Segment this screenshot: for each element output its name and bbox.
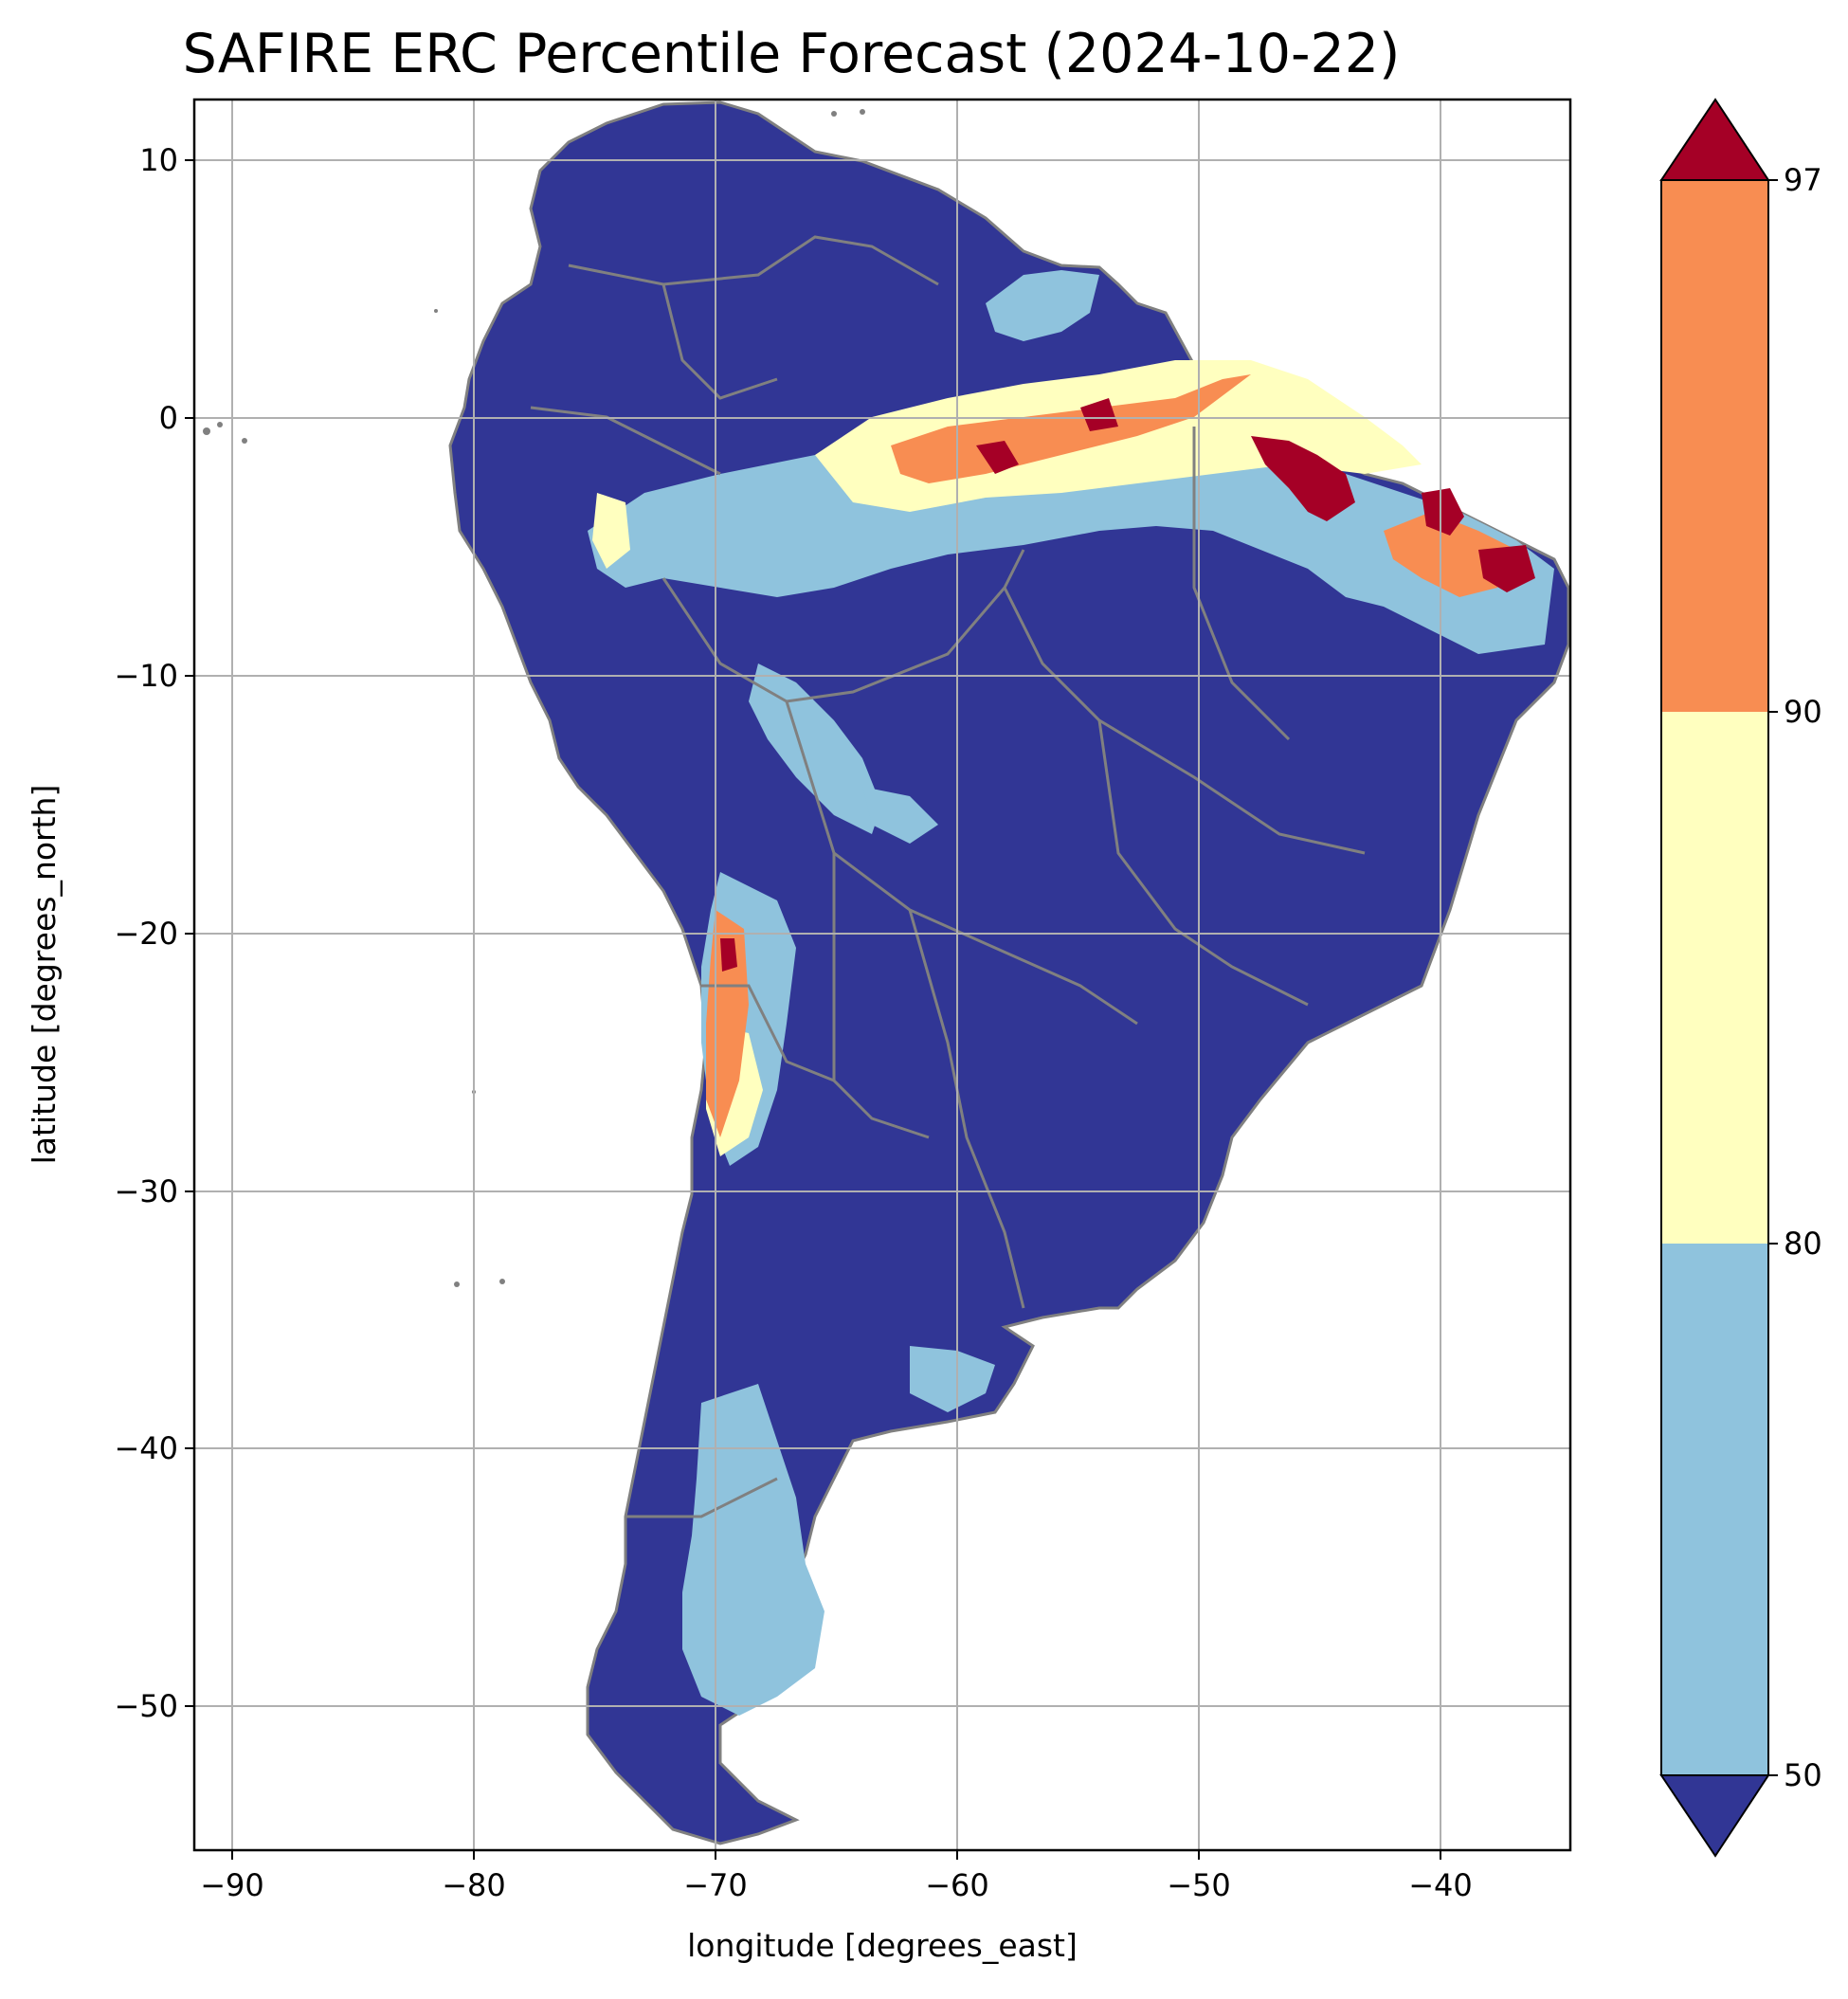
gridlines bbox=[194, 100, 1570, 1850]
zone-above-97-chile bbox=[720, 938, 737, 972]
zone-50-80-bolivia-east bbox=[862, 787, 938, 844]
plot-frame bbox=[192, 98, 1572, 1852]
y-tick-label: −20 bbox=[114, 916, 178, 952]
islands bbox=[203, 109, 865, 1287]
map-layer bbox=[203, 100, 1570, 1845]
colorbar-segment-90-97 bbox=[1661, 180, 1768, 712]
x-tick-label: −50 bbox=[1167, 1867, 1231, 1903]
colorbar-frame bbox=[1660, 179, 1769, 1776]
internal-borders bbox=[530, 235, 1366, 1518]
colorbar-extend-bottom bbox=[1659, 1774, 1770, 1858]
zone-50-80-pampas bbox=[910, 1346, 995, 1412]
x-tick-label: −60 bbox=[925, 1867, 989, 1903]
y-tick-label: −40 bbox=[114, 1430, 178, 1466]
zone-90-97-north bbox=[891, 374, 1251, 483]
zone-above-97-amazon bbox=[976, 398, 1118, 474]
x-tick-label: −40 bbox=[1408, 1867, 1473, 1903]
zone-above-97-east bbox=[1422, 488, 1464, 536]
y-tick-label: −10 bbox=[114, 658, 178, 694]
zone-50-80-guiana bbox=[986, 270, 1099, 341]
zone-above-97-northeast bbox=[1251, 436, 1355, 521]
colorbar-tick-label: 90 bbox=[1784, 694, 1822, 730]
chart-title: SAFIRE ERC Percentile Forecast (2024-10-… bbox=[182, 23, 1401, 85]
colorbar-segment-50-80 bbox=[1661, 1244, 1768, 1775]
zone-90-97-chile bbox=[706, 910, 749, 1137]
zone-80-90-west bbox=[592, 493, 630, 569]
x-axis-label: longitude [degrees_east] bbox=[687, 1927, 1078, 1964]
colorbar-extend-top bbox=[1659, 98, 1770, 181]
x-tick-marks bbox=[231, 1850, 1441, 1860]
zone-50-80-patagonia bbox=[682, 1384, 824, 1716]
zone-50-80-bolivia bbox=[749, 663, 881, 834]
colorbar-segment-80-90 bbox=[1661, 712, 1768, 1244]
colorbar-tick-label: 80 bbox=[1784, 1226, 1822, 1262]
y-tick-label: −50 bbox=[114, 1688, 178, 1724]
colorbar-tick-label: 97 bbox=[1784, 162, 1822, 198]
x-tick-label: −90 bbox=[200, 1867, 264, 1903]
colorbar: 97 90 80 50 bbox=[1659, 98, 1822, 1858]
x-tick-label: −70 bbox=[683, 1867, 748, 1903]
zone-above-97-tip bbox=[1478, 545, 1535, 592]
x-tick-label: −80 bbox=[442, 1867, 506, 1903]
y-tick-marks bbox=[185, 159, 194, 1707]
y-tick-label: −30 bbox=[114, 1173, 178, 1209]
y-tick-label: 0 bbox=[159, 400, 178, 436]
y-axis-label: latitude [degrees_north] bbox=[26, 785, 63, 1165]
colorbar-tick-label: 50 bbox=[1784, 1757, 1822, 1793]
y-tick-label: 10 bbox=[139, 142, 178, 178]
